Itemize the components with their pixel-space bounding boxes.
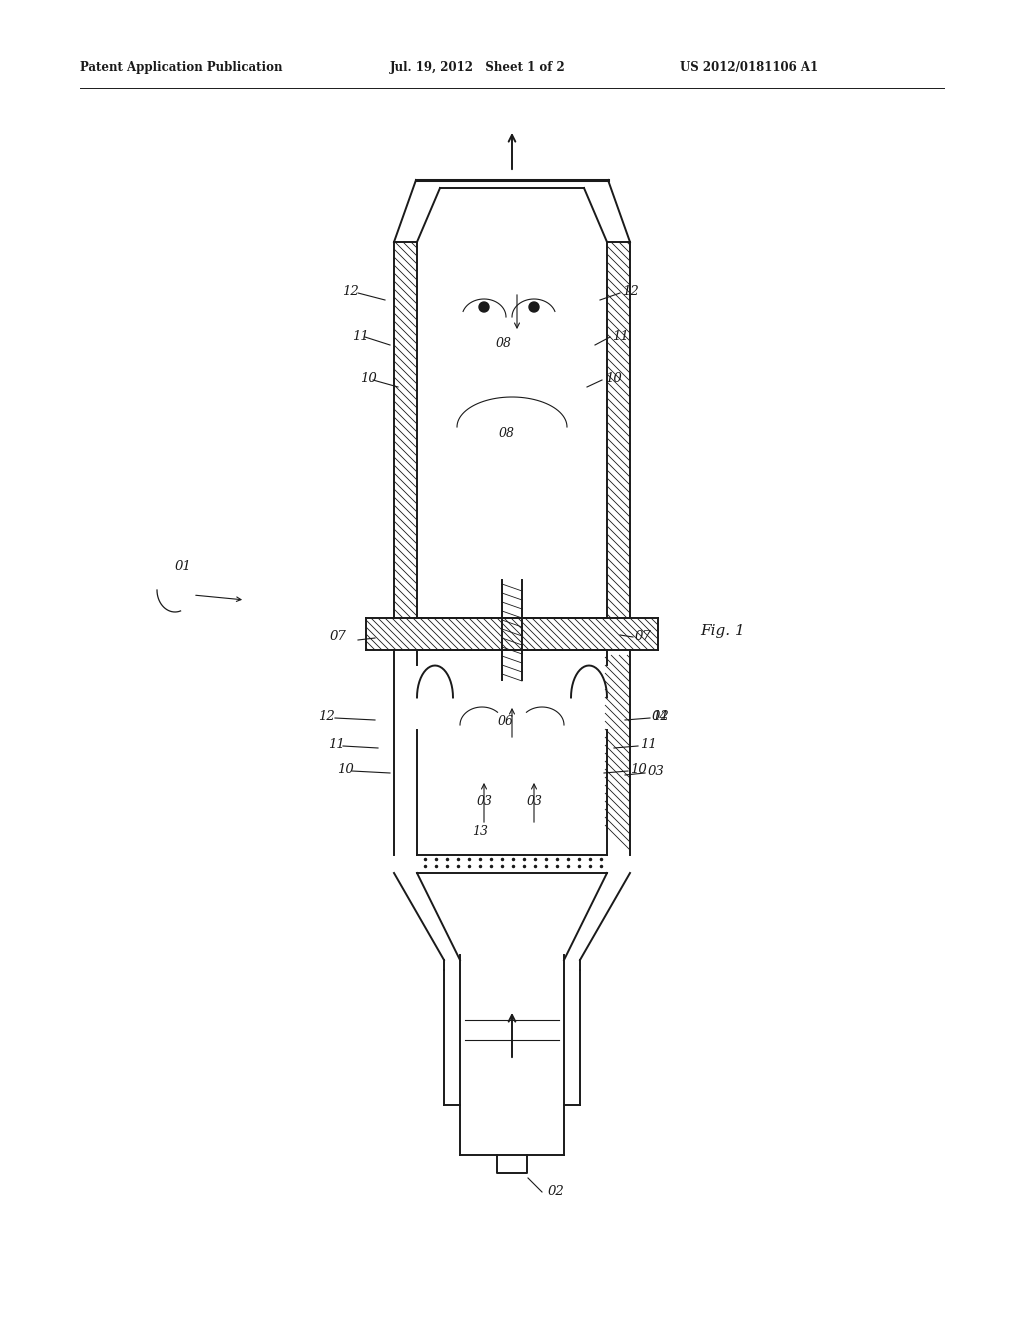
Text: 08: 08 bbox=[499, 426, 515, 440]
Circle shape bbox=[479, 302, 489, 312]
Text: 03: 03 bbox=[527, 795, 543, 808]
Text: 07: 07 bbox=[330, 630, 347, 643]
Text: US 2012/0181106 A1: US 2012/0181106 A1 bbox=[680, 62, 818, 74]
Text: 11: 11 bbox=[612, 330, 629, 343]
Text: 11: 11 bbox=[352, 330, 369, 343]
Text: 02: 02 bbox=[548, 1185, 565, 1199]
Text: 08: 08 bbox=[496, 337, 512, 350]
Text: 03: 03 bbox=[477, 795, 493, 808]
Text: 12: 12 bbox=[342, 285, 358, 298]
Text: 04: 04 bbox=[652, 710, 669, 723]
Text: 07: 07 bbox=[635, 630, 651, 643]
Circle shape bbox=[529, 302, 539, 312]
Text: 03: 03 bbox=[648, 766, 665, 777]
Text: 12: 12 bbox=[318, 710, 335, 723]
Text: 10: 10 bbox=[605, 372, 622, 385]
Text: 10: 10 bbox=[360, 372, 377, 385]
Text: 13: 13 bbox=[472, 825, 488, 838]
Text: Patent Application Publication: Patent Application Publication bbox=[80, 62, 283, 74]
Text: Fig. 1: Fig. 1 bbox=[700, 624, 744, 638]
Text: 11: 11 bbox=[328, 738, 345, 751]
Text: 12: 12 bbox=[622, 285, 639, 298]
Text: 06: 06 bbox=[498, 715, 514, 729]
Text: 10: 10 bbox=[337, 763, 353, 776]
Text: Jul. 19, 2012   Sheet 1 of 2: Jul. 19, 2012 Sheet 1 of 2 bbox=[390, 62, 565, 74]
Text: 10: 10 bbox=[630, 763, 647, 776]
Text: 11: 11 bbox=[640, 738, 656, 751]
Text: 12: 12 bbox=[652, 710, 669, 723]
Text: 01: 01 bbox=[175, 560, 191, 573]
